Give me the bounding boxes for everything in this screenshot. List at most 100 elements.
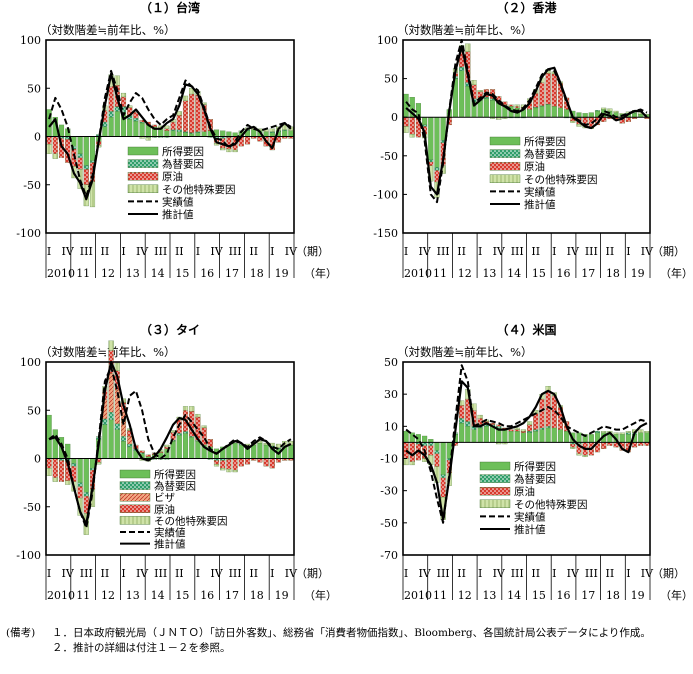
bar	[108, 419, 114, 459]
bar	[145, 137, 151, 141]
bar	[77, 458, 83, 483]
x-year-label: 16	[200, 589, 214, 602]
bar	[539, 82, 545, 106]
x-quarter-label: I	[552, 245, 556, 258]
y-axis-label: （対数階差≒前年比、%）	[397, 345, 533, 359]
bar	[114, 362, 120, 371]
bar	[638, 429, 644, 433]
notes: (備考) １．日本政府観光局（ＪＮＴＯ）「訪日外客数」、総務省「消費者物価指数」…	[6, 626, 690, 656]
bar	[471, 429, 477, 443]
bar	[77, 482, 83, 487]
period-unit: （期）	[652, 567, 685, 580]
line-estimate	[48, 360, 292, 526]
bar	[151, 124, 158, 127]
legend-swatch	[489, 136, 521, 146]
bar	[403, 117, 409, 127]
x-quarter-label: III	[511, 567, 524, 580]
bar	[226, 459, 232, 470]
bar	[594, 110, 601, 112]
bar	[182, 431, 189, 434]
legend-swatch	[127, 159, 159, 168]
y-tick-label: 100	[20, 34, 41, 47]
bar	[508, 104, 514, 107]
legend-swatch	[127, 184, 159, 194]
x-quarter-label: IV	[418, 567, 431, 580]
legend-swatch	[119, 481, 151, 490]
bar	[232, 442, 238, 459]
x-quarter-label: I	[552, 567, 556, 580]
bar	[428, 159, 434, 163]
bar	[77, 497, 83, 516]
legend-swatch	[119, 493, 151, 502]
bar	[459, 418, 465, 424]
x-quarter-label: IV	[210, 567, 223, 580]
x-year-label: 12	[458, 589, 472, 602]
y-axis-label: （対数階差≒前年比、%）	[397, 23, 533, 37]
bar	[89, 458, 96, 469]
bar	[83, 492, 89, 497]
bar	[459, 70, 465, 118]
bar	[251, 129, 257, 137]
bar	[434, 442, 440, 451]
y-tick-label: -100	[373, 188, 398, 201]
bar	[269, 458, 275, 469]
bar	[189, 93, 195, 133]
x-quarter-label: I	[404, 567, 408, 580]
bar	[269, 131, 275, 133]
bar	[459, 422, 465, 443]
bar	[83, 169, 89, 185]
bar	[120, 92, 127, 98]
bar	[133, 112, 139, 119]
legend-label: 実績値	[154, 526, 186, 539]
y-tick-label: 10	[384, 420, 398, 433]
year-unit: （年）	[660, 266, 693, 280]
bar	[403, 431, 409, 443]
x-year-label: 14	[507, 267, 521, 280]
bar	[176, 129, 182, 132]
bar	[607, 108, 613, 112]
bar	[244, 458, 251, 465]
x-quarter-label: IV	[493, 567, 506, 580]
legend-swatch	[119, 516, 151, 525]
legend-label: 所得要因	[162, 146, 204, 158]
chart-title: （２）香港	[496, 0, 557, 15]
bar	[158, 128, 164, 137]
bar	[508, 431, 514, 443]
bar	[145, 454, 151, 457]
x-quarter-label: II	[249, 567, 258, 580]
x-quarter-label: IV	[285, 567, 298, 580]
legend-swatch	[127, 146, 159, 156]
y-tick-label: 50	[27, 404, 41, 417]
bar	[170, 130, 176, 137]
y-tick-label: -50	[380, 150, 398, 163]
x-year-label: 17	[225, 267, 239, 280]
x-quarter-label: IV	[210, 245, 223, 258]
legend-label: その他特殊要因	[154, 514, 228, 527]
y-tick-label: -100	[16, 549, 41, 562]
chart-title: （４）米国	[496, 322, 556, 337]
chart-title: （３）タイ	[140, 322, 200, 337]
bar	[465, 43, 471, 52]
x-year-label: 12	[101, 589, 115, 602]
bar	[527, 431, 533, 433]
bar	[409, 432, 415, 443]
bar	[71, 463, 77, 467]
legend-swatch	[479, 474, 511, 483]
bar	[514, 429, 520, 432]
x-quarter-label: I	[404, 245, 408, 258]
y-tick-label: -10	[380, 453, 398, 466]
x-quarter-label: II	[101, 245, 110, 258]
bar	[71, 458, 77, 464]
bar	[176, 111, 182, 116]
bar	[170, 129, 176, 131]
x-quarter-label: III	[585, 567, 598, 580]
legend-swatch	[119, 469, 151, 479]
bar	[195, 413, 201, 418]
bar	[533, 107, 539, 118]
x-quarter-label: IV	[62, 567, 75, 580]
bar	[465, 421, 471, 427]
bar	[638, 432, 644, 443]
bar	[582, 455, 588, 458]
